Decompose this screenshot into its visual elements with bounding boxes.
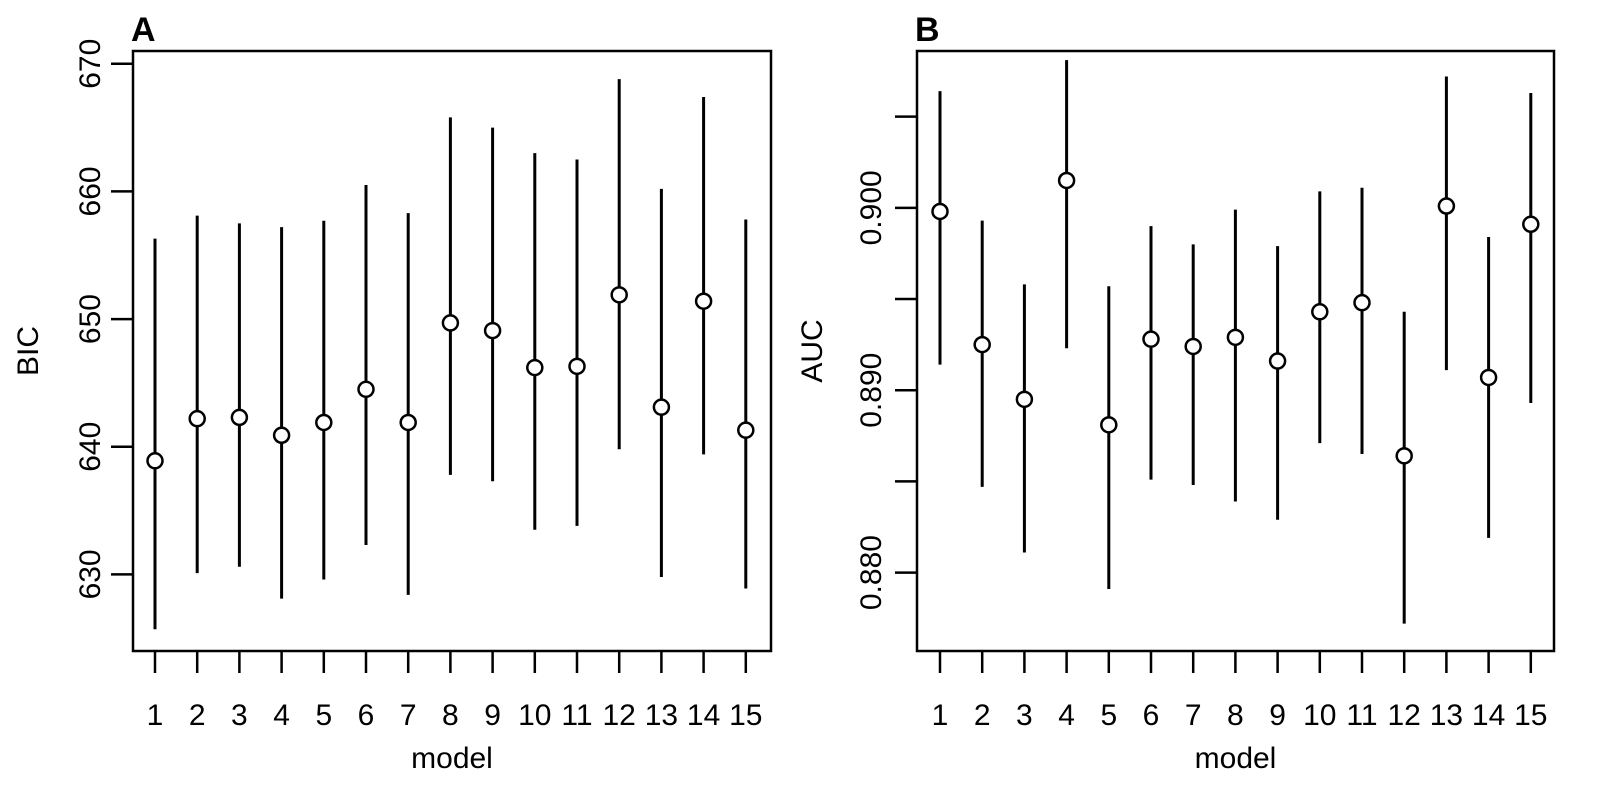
data-point — [1353, 293, 1371, 312]
data-point — [1015, 390, 1034, 409]
x-tick-label: 13 — [645, 699, 678, 732]
data-point — [973, 335, 991, 354]
x-tick-label: 11 — [561, 699, 592, 732]
x-tick-label: 5 — [1100, 699, 1117, 732]
y-axis-title: AUC — [796, 319, 829, 382]
y-tick-label: 660 — [74, 166, 107, 216]
data-point — [526, 358, 544, 377]
data-point — [1268, 352, 1287, 370]
y-tick-label: 0.890 — [855, 353, 888, 428]
data-point — [1057, 171, 1076, 190]
y-tick-label: 650 — [74, 294, 107, 344]
data-point — [694, 292, 713, 310]
x-tick-label: 10 — [518, 699, 551, 732]
x-tick-label: 11 — [1346, 699, 1377, 732]
data-point — [1226, 328, 1245, 347]
x-tick-label: 7 — [400, 699, 417, 732]
panel-label: B — [915, 11, 940, 49]
y-tick-label: 640 — [74, 422, 107, 472]
x-tick-label: 12 — [1388, 699, 1421, 732]
data-point — [188, 409, 206, 428]
x-tick-label: 6 — [358, 699, 375, 732]
y-tick-label: 0.880 — [855, 535, 888, 610]
data-point — [1437, 197, 1456, 215]
data-point — [1479, 368, 1498, 387]
x-tick-label: 2 — [189, 699, 206, 732]
data-point — [357, 380, 375, 399]
data-point — [399, 413, 417, 432]
data-point — [315, 413, 333, 432]
plot-frame — [131, 49, 773, 653]
x-tick-label: 14 — [1472, 699, 1505, 732]
data-point — [1395, 447, 1413, 465]
y-axis-title: BIC — [12, 326, 45, 376]
x-tick-label: 9 — [1269, 699, 1286, 732]
data-point — [652, 398, 671, 416]
x-tick-label: 9 — [484, 699, 501, 732]
x-axis-title: model — [1195, 742, 1277, 775]
x-tick-label: 14 — [687, 699, 720, 732]
data-point — [610, 286, 628, 304]
x-tick-label: 1 — [147, 699, 164, 732]
data-point — [441, 314, 460, 332]
y-tick-label: 670 — [74, 39, 107, 89]
x-axis-title: model — [411, 742, 493, 775]
x-tick-label: 8 — [1227, 699, 1244, 732]
x-tick-label: 3 — [231, 699, 248, 732]
data-point — [230, 408, 249, 427]
x-tick-label: 15 — [1514, 699, 1547, 732]
x-tick-label: 7 — [1185, 699, 1202, 732]
x-tick-label: 6 — [1143, 699, 1160, 732]
x-tick-label: 10 — [1303, 699, 1336, 732]
data-point — [1522, 215, 1540, 234]
x-tick-label: 15 — [729, 699, 762, 732]
x-tick-label: 12 — [603, 699, 636, 732]
data-point — [1184, 337, 1202, 356]
x-tick-label: 2 — [974, 699, 991, 732]
data-point — [1311, 303, 1329, 321]
x-tick-label: 1 — [932, 699, 949, 732]
x-tick-label: 13 — [1430, 699, 1463, 732]
y-tick-label: 630 — [74, 549, 107, 599]
x-tick-label: 4 — [1058, 699, 1075, 732]
data-point — [737, 421, 755, 439]
data-point — [272, 426, 291, 445]
data-point — [483, 321, 502, 340]
y-tick-label: 0.900 — [855, 170, 888, 245]
data-point — [1142, 330, 1160, 348]
x-tick-label: 5 — [315, 699, 332, 732]
data-point — [568, 357, 586, 376]
x-tick-label: 4 — [273, 699, 290, 732]
data-point — [146, 452, 164, 470]
x-tick-label: 8 — [442, 699, 459, 732]
data-point — [931, 202, 949, 221]
x-tick-label: 3 — [1016, 699, 1033, 732]
panel-label: A — [131, 11, 156, 49]
data-point — [1100, 416, 1118, 434]
